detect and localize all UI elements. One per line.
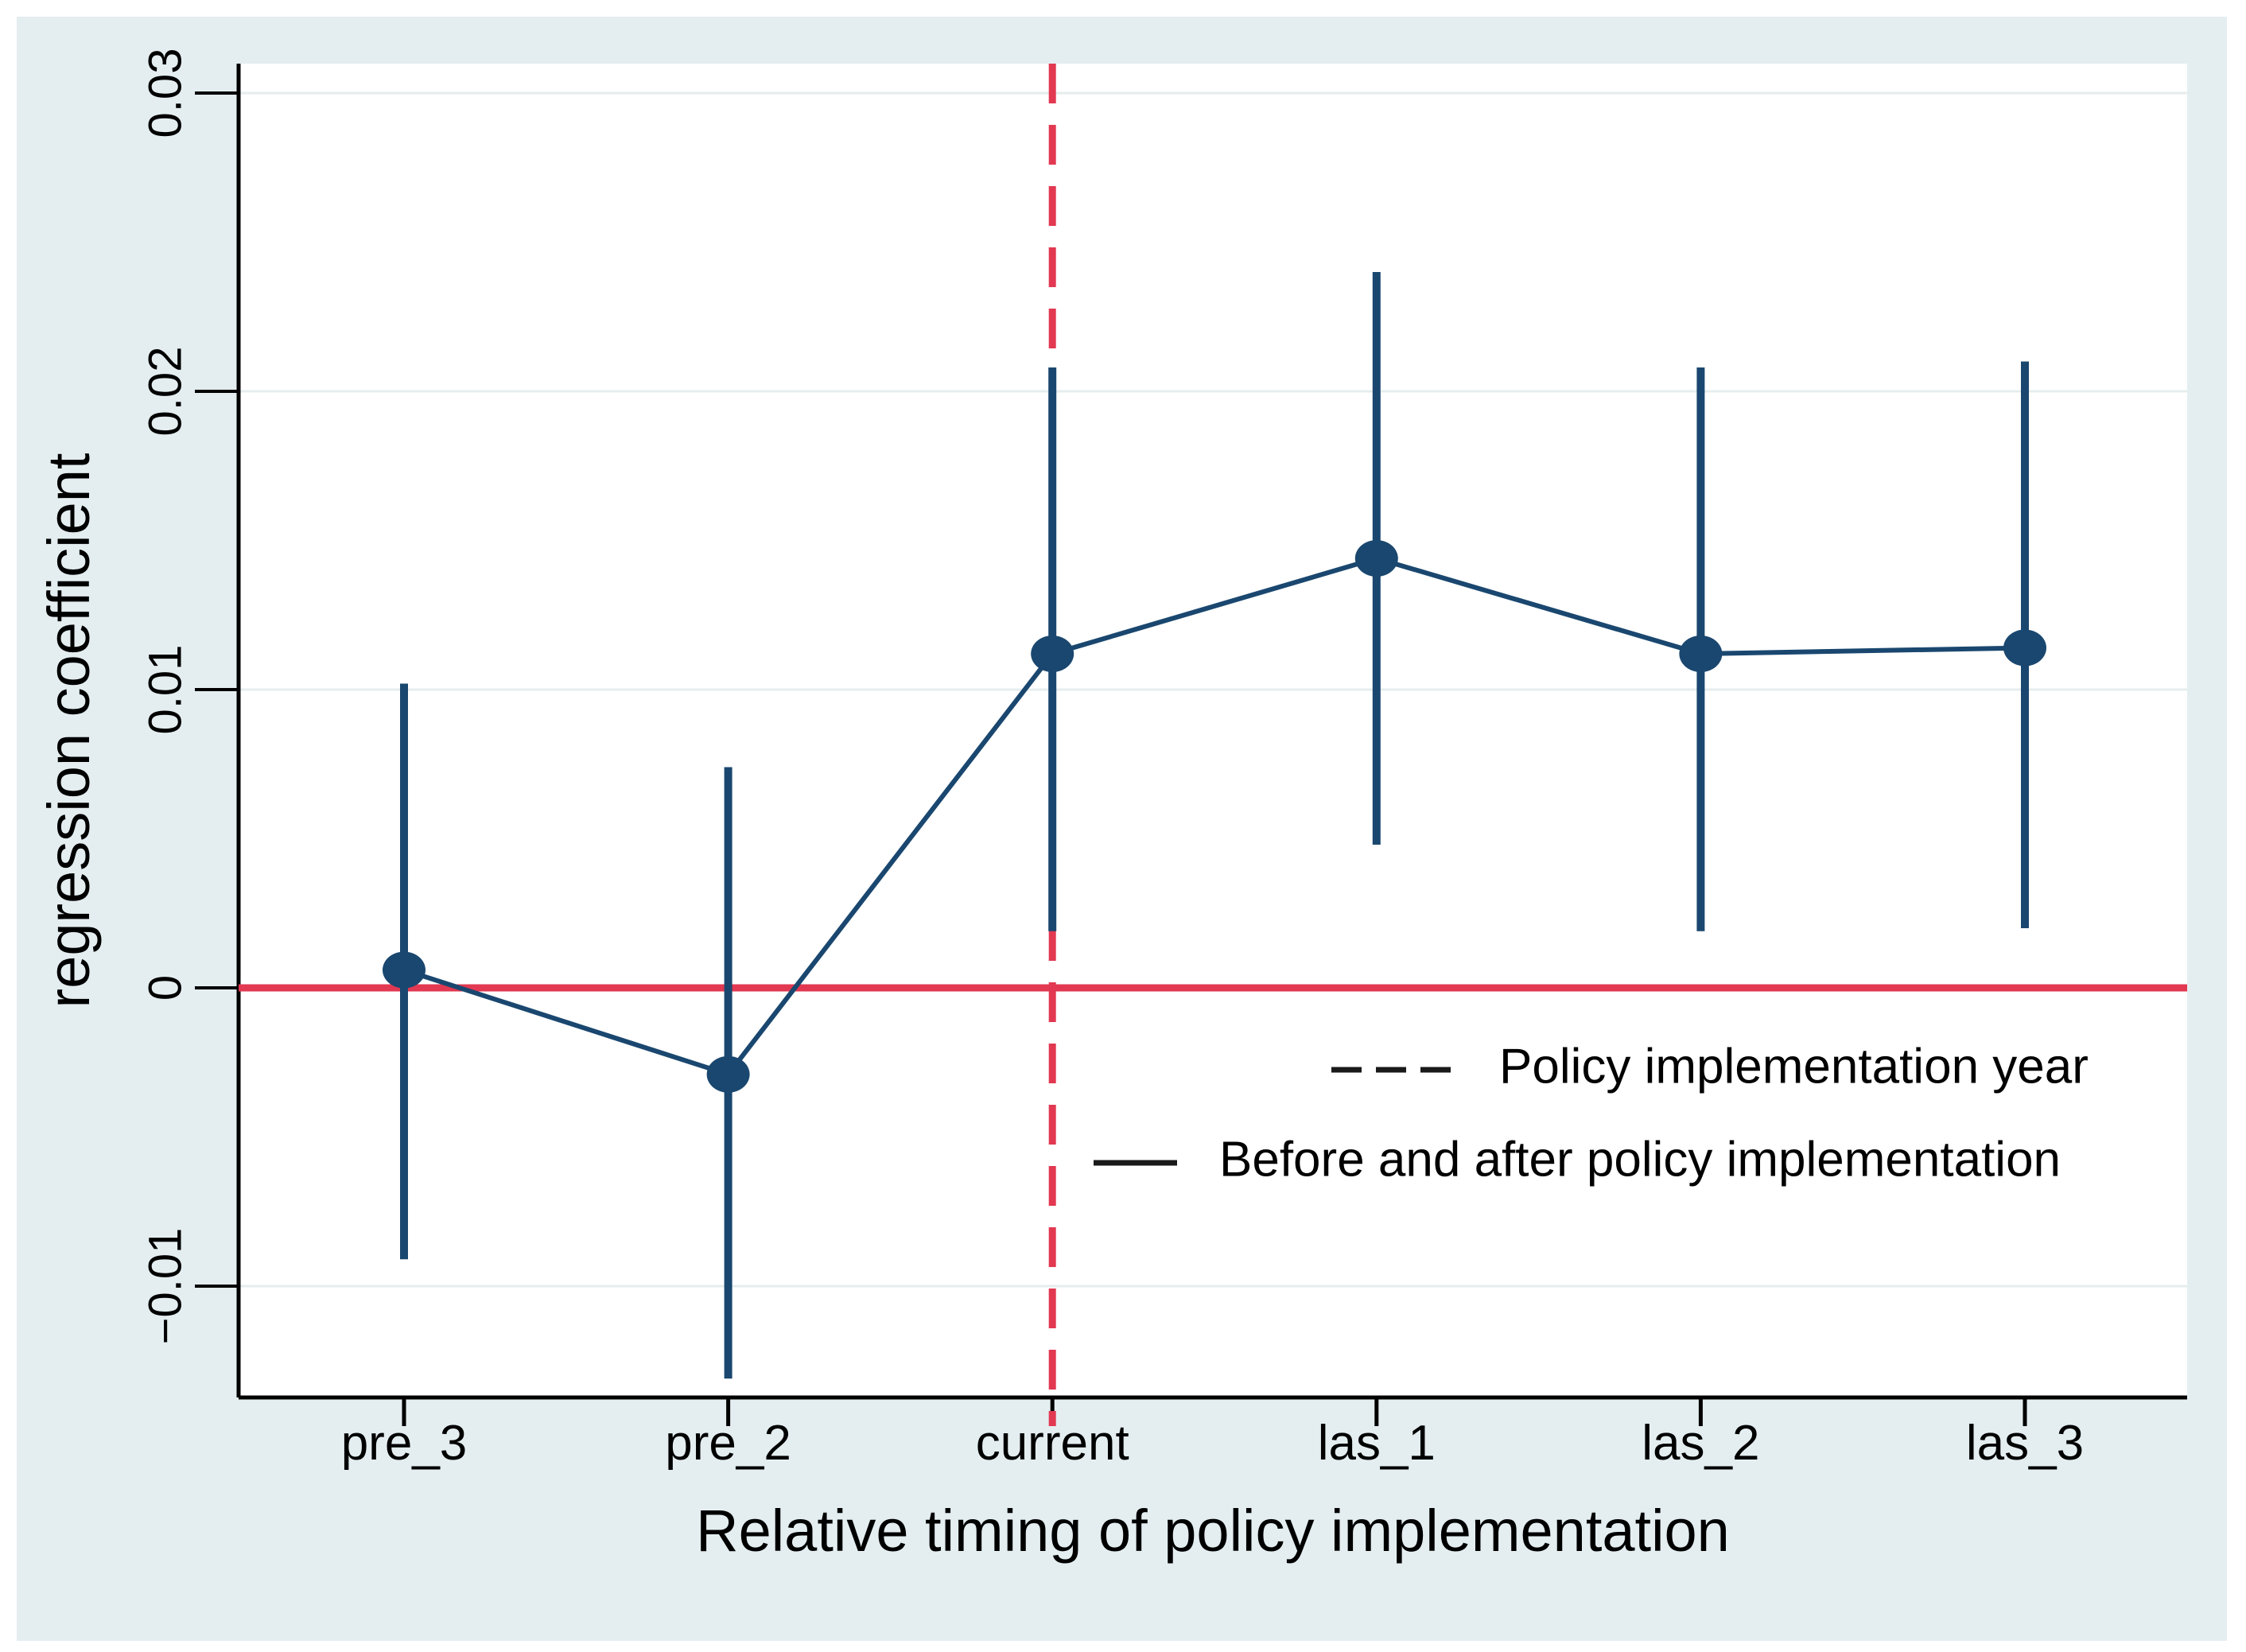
x-tick-label: las_2 [1642, 1416, 1759, 1471]
data-point [383, 951, 425, 989]
plot-area [239, 64, 2187, 1397]
x-tick-label: las_1 [1318, 1416, 1436, 1471]
x-tick-label: pre_2 [665, 1416, 791, 1471]
series-connector-line [403, 555, 2026, 1078]
y-tick-label: −0.01 [139, 1228, 191, 1345]
y-tick-label: 0.03 [139, 49, 191, 138]
series-before-after [383, 272, 2046, 1379]
legend-item-before-after: Before and after policy implementation [1094, 1132, 2061, 1187]
data-point [1679, 636, 1723, 672]
data-point [706, 1055, 750, 1093]
data-point [2003, 629, 2046, 667]
y-axis-title: regression coefficient [36, 453, 102, 1008]
data-point [1031, 636, 1074, 672]
x-axis: pre_3 pre_2 current las_1 las_2 las_3 [341, 1397, 2084, 1471]
x-axis-title: Relative timing of policy implementation [696, 1498, 1730, 1564]
x-tick-label: pre_3 [341, 1416, 468, 1471]
legend: Policy implementation year Before and aft… [1094, 1039, 2089, 1187]
legend-label: Before and after policy implementation [1219, 1132, 2061, 1187]
y-tick-label: 0 [139, 975, 191, 1001]
y-tick-label: 0.02 [139, 347, 191, 437]
legend-label: Policy implementation year [1499, 1039, 2089, 1094]
legend-item-policy-year: Policy implementation year [1331, 1039, 2089, 1094]
x-tick-label: las_3 [1966, 1416, 2084, 1471]
y-axis: 0.03 0.02 0.01 0 −0.01 [139, 49, 239, 1345]
data-point [1354, 540, 1398, 577]
y-tick-label: 0.01 [139, 645, 191, 735]
